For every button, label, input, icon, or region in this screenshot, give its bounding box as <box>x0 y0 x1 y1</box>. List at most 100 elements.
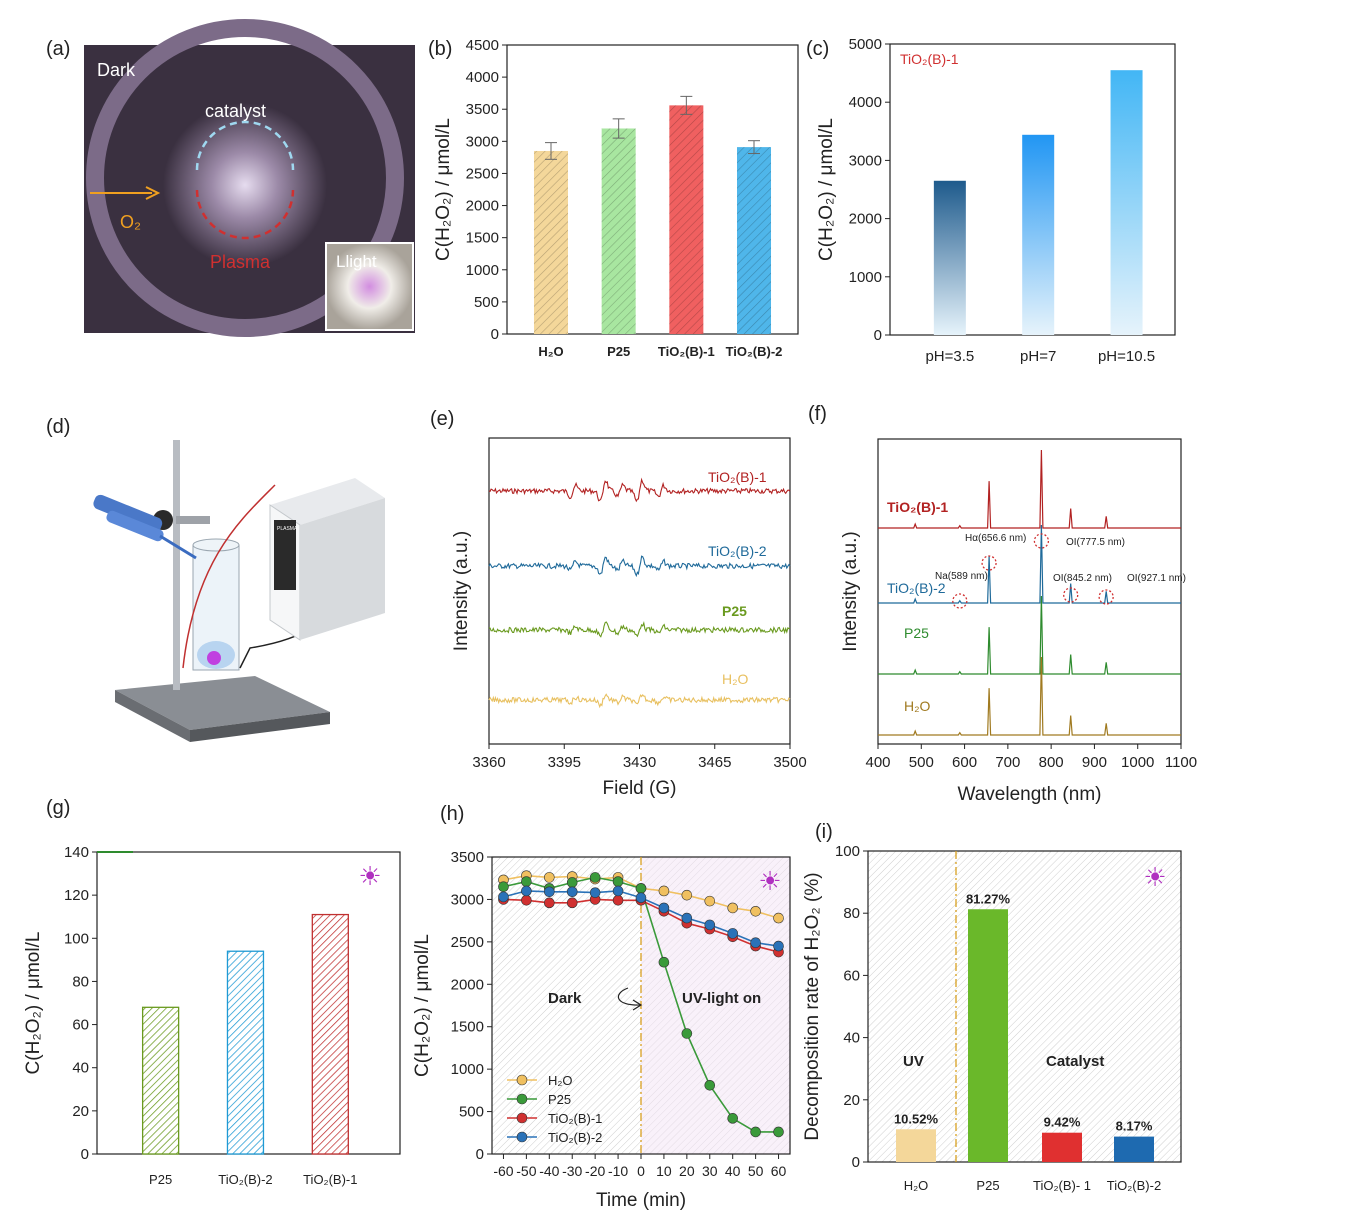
y-tick-label: 60 <box>843 967 860 984</box>
y-tick-label: 3500 <box>451 849 484 866</box>
y-tick-label: 500 <box>459 1104 484 1121</box>
photo-label-dark: Dark <box>97 60 136 80</box>
electrode-wire-red <box>182 484 276 669</box>
annotation-light: UV-light on <box>682 990 761 1007</box>
x-tick-label: pH=10.5 <box>1098 348 1155 365</box>
data-label: 8.17% <box>1116 1119 1153 1134</box>
x-tick-label: pH=7 <box>1020 348 1056 365</box>
series-label: TiO₂(B)-2 <box>887 580 946 596</box>
annotation-label: Hα(656.6 nm) <box>965 533 1026 544</box>
panel-a: (a) Dark catalyst O₂ Plasma Llight <box>46 19 415 337</box>
x-tick-label: 700 <box>995 754 1020 771</box>
x-tick-label: 400 <box>865 754 890 771</box>
panel-label: (g) <box>46 797 70 819</box>
y-tick-label: 4000 <box>466 69 499 86</box>
data-point <box>681 912 693 924</box>
x-tick-label: -50 <box>516 1163 536 1179</box>
data-point <box>521 885 532 897</box>
series-line <box>878 449 1181 529</box>
panel-b-frame <box>506 44 799 335</box>
x-tick-label: H₂O <box>904 1178 929 1193</box>
photo-catalyst-glow <box>163 103 327 267</box>
x-tick-label: P25 <box>149 1172 172 1187</box>
y-tick-label: 0 <box>491 326 499 343</box>
plasma-spot <box>207 651 221 665</box>
y-tick-label: 3000 <box>466 133 499 150</box>
y-tick-label: 3500 <box>466 101 499 118</box>
y-tick-label: 0 <box>852 1154 860 1171</box>
x-tick-label: 60 <box>771 1163 787 1179</box>
series-label: TiO₂(B)-1 <box>708 469 767 485</box>
bar-hatch <box>533 150 568 334</box>
bar <box>1042 1132 1082 1162</box>
background-hatch <box>868 851 1181 1162</box>
annotation-label: OI(777.5 nm) <box>1066 537 1125 548</box>
panel-f: (f) Intensity (a.u.) 400 500 600 700 800 900 100… <box>808 403 1197 805</box>
panel-label: (f) <box>808 403 827 425</box>
annotation-label: Na(589 nm) <box>935 571 988 582</box>
x-tick-label: H₂O <box>538 344 563 359</box>
data-point <box>750 937 761 949</box>
data-point <box>544 872 555 883</box>
reactor-tube-top <box>192 538 240 552</box>
y-tick-label: 60 <box>72 1017 89 1034</box>
y-tick-label: 20 <box>843 1092 860 1109</box>
data-point <box>773 912 784 924</box>
legend-marker <box>516 1131 528 1143</box>
data-point <box>589 887 601 898</box>
x-tick-label: 3465 <box>698 754 731 771</box>
x-tick-label: TiO₂(B)-1 <box>303 1172 357 1187</box>
x-tick-label: 30 <box>702 1163 718 1179</box>
series-line <box>878 656 1181 736</box>
series-line <box>488 555 791 578</box>
data-point <box>750 906 761 917</box>
panel-c: (c) 0 1000 2000 3000 4000 5000 C(H₂O₂) / μmol/L… <box>806 36 1176 365</box>
annotation-label: OI(845.2 nm) <box>1053 573 1112 584</box>
panel-label: (c) <box>806 38 829 60</box>
series-label: H₂O <box>904 698 931 714</box>
legend-label: P25 <box>548 1092 571 1107</box>
x-axis-label: Wavelength (nm) <box>958 784 1102 805</box>
y-tick-label: 80 <box>72 973 89 990</box>
photo-inset <box>325 242 414 331</box>
data-point <box>773 940 784 952</box>
y-tick-label: 1500 <box>466 230 499 247</box>
data-point <box>635 892 647 904</box>
x-tick-label: -20 <box>585 1163 605 1179</box>
y-tick-label: 3000 <box>451 891 484 908</box>
y-tick-label: 2500 <box>466 165 499 182</box>
y-tick-label: 1500 <box>451 1019 484 1036</box>
panel-f-frame <box>877 438 1182 745</box>
data-point <box>681 1028 693 1039</box>
data-label: 10.52% <box>894 1111 939 1126</box>
data-point <box>773 1126 784 1138</box>
series-line <box>878 524 1181 604</box>
photo-label-plasma: Plasma <box>210 252 271 272</box>
series-label: TiO₂(B)-2 <box>708 543 767 559</box>
panel-i-frame <box>867 850 1182 1163</box>
data-point <box>704 895 716 907</box>
bar-hatch <box>227 951 264 1154</box>
series-label: P25 <box>904 625 929 641</box>
panel-label-d: (d) <box>46 416 70 438</box>
pipette-tip <box>159 534 197 560</box>
annotation-circle <box>981 555 997 571</box>
data-point <box>727 902 738 914</box>
stand-base-front <box>190 712 330 742</box>
plasma-dashed-arc <box>195 189 295 240</box>
y-tick-label: 20 <box>72 1103 89 1120</box>
photo-outer-ring <box>86 19 404 337</box>
x-tick-label: 3360 <box>472 754 505 771</box>
data-point <box>658 885 670 897</box>
data-point <box>589 872 601 883</box>
y-tick-label: 140 <box>64 844 89 861</box>
y-tick-label: 80 <box>843 905 860 922</box>
panel-g: (g) 0 20 40 60 80 100 120 140 C(H₂O₂) / μmol/L ☀ P2… <box>23 797 401 1187</box>
photo-label-catalyst: catalyst <box>205 101 266 121</box>
y-axis-label: Intensity (a.u.) <box>451 531 472 651</box>
catalyst-dashed-arc <box>195 120 295 171</box>
series-label: P25 <box>722 603 747 619</box>
data-point <box>658 956 670 968</box>
bar <box>1022 134 1055 335</box>
data-point <box>727 1113 738 1124</box>
